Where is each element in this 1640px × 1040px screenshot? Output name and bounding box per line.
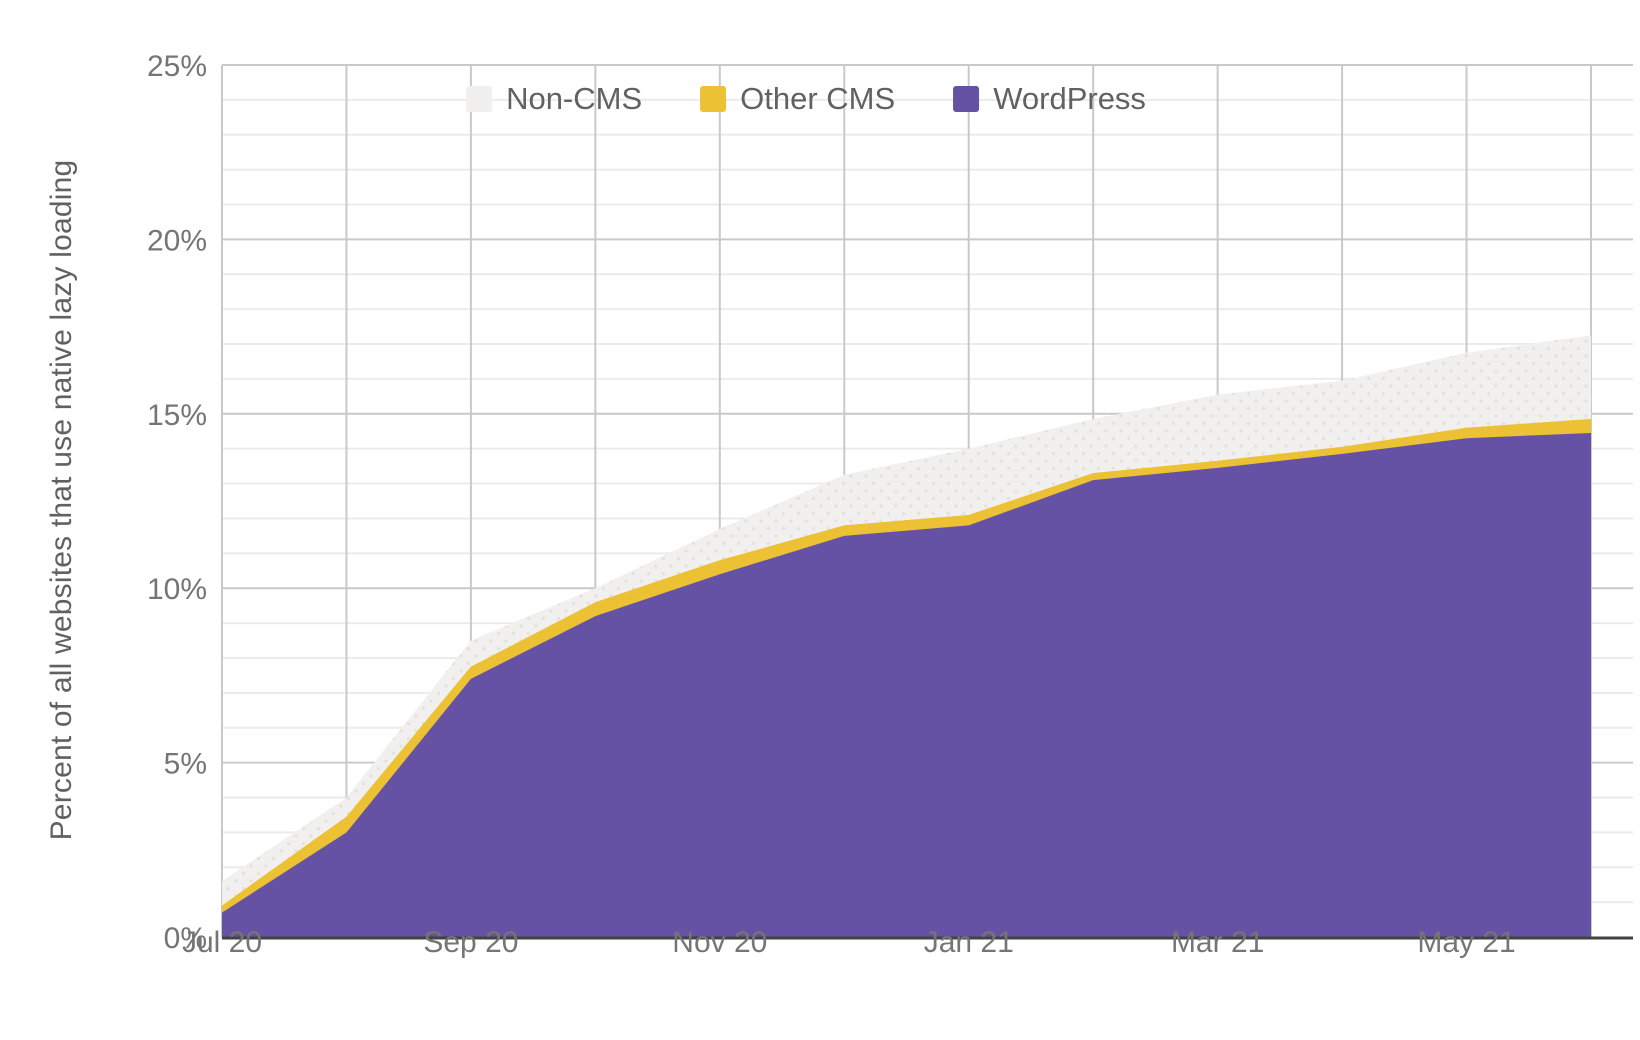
x-tick-label: May 21 xyxy=(1417,926,1515,959)
legend-item-other-cms: Other CMS xyxy=(700,81,895,117)
y-tick-label: 25% xyxy=(147,50,207,83)
y-axis-title: Percent of all websites that use native … xyxy=(45,159,78,841)
legend-item-wordpress: WordPress xyxy=(953,81,1146,117)
x-tick-label: Nov 20 xyxy=(672,926,767,959)
legend-swatch-non-cms-icon xyxy=(466,86,493,112)
area-wordpress xyxy=(222,433,1591,937)
legend-label-non-cms: Non-CMS xyxy=(506,81,643,116)
legend-swatch-wordpress-icon xyxy=(953,86,980,112)
legend-label-wordpress: WordPress xyxy=(993,81,1146,116)
legend-item-non-cms: Non-CMS xyxy=(466,81,642,117)
legend-swatch-other-cms-icon xyxy=(700,86,727,112)
x-tick-label: Jul 20 xyxy=(182,926,262,959)
y-tick-label: 15% xyxy=(147,399,207,432)
legend-label-other-cms: Other CMS xyxy=(740,81,896,116)
legend: Non-CMS Other CMS WordPress xyxy=(466,81,1146,117)
x-tick-label: Jan 21 xyxy=(924,926,1014,959)
x-tick-label: Sep 20 xyxy=(423,926,518,959)
y-tick-label: 0% xyxy=(164,922,207,955)
y-tick-label: 10% xyxy=(147,573,207,606)
y-tick-label: 20% xyxy=(147,224,207,257)
x-tick-label: Mar 21 xyxy=(1171,926,1264,959)
y-tick-label: 5% xyxy=(164,748,207,781)
